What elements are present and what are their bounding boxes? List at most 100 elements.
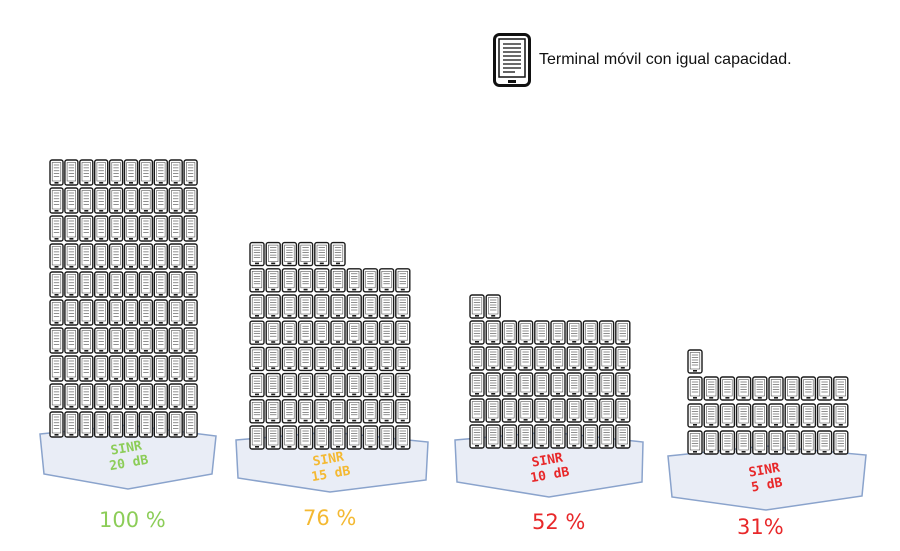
mobile-terminal-icon <box>79 355 94 382</box>
mobile-terminal-icon <box>183 215 198 242</box>
mobile-terminal-icon <box>469 320 485 345</box>
mobile-terminal-icon <box>768 403 784 428</box>
mobile-terminal-icon <box>281 425 298 450</box>
mobile-terminal-icon <box>395 294 411 319</box>
mobile-terminal-icon <box>314 425 330 450</box>
mobile-terminal-icon <box>485 398 501 423</box>
mobile-terminal-icon <box>297 399 314 424</box>
mobile-terminal-icon <box>719 430 736 455</box>
mobile-terminal-icon <box>550 372 566 397</box>
mobile-terminal-icon <box>598 372 615 397</box>
mobile-terminal-icon <box>534 424 550 449</box>
mobile-terminal-icon <box>582 346 599 371</box>
mobile-terminal-icon <box>314 268 330 293</box>
mobile-terminal-icon <box>183 159 198 186</box>
mobile-terminal-icon <box>297 294 314 319</box>
mobile-terminal-icon <box>153 243 169 270</box>
mobile-terminal-icon <box>265 425 281 450</box>
capacity-group-1: SINR20 dB <box>39 159 217 490</box>
mobile-terminal-icon <box>598 398 615 423</box>
mobile-terminal-icon <box>800 403 817 428</box>
mobile-terminal-icon <box>281 241 298 267</box>
mobile-terminal-icon <box>485 372 501 397</box>
mobile-terminal-icon <box>108 243 124 270</box>
mobile-terminal-icon <box>550 346 566 371</box>
mobile-terminal-icon <box>534 320 550 345</box>
mobile-terminal-icon <box>297 346 314 372</box>
mobile-terminal-icon <box>153 411 169 438</box>
mobile-terminal-icon <box>469 294 485 319</box>
mobile-terminal-icon <box>249 372 265 398</box>
mobile-terminal-icon <box>49 215 64 242</box>
mobile-terminal-icon <box>64 159 79 186</box>
mobile-terminal-icon <box>265 346 281 372</box>
mobile-terminal-icon <box>183 299 198 326</box>
mobile-terminal-icon <box>598 320 615 345</box>
mobile-terminal-icon <box>108 299 124 326</box>
sinr-label: SINR15 dB <box>308 449 352 485</box>
mobile-terminal-icon <box>582 372 599 397</box>
mobile-terminal-icon <box>314 241 330 267</box>
mobile-terminal-icon <box>703 376 719 401</box>
mobile-terminal-icon <box>265 372 281 398</box>
mobile-terminal-icon <box>346 294 362 319</box>
mobile-terminal-icon <box>378 425 395 450</box>
mobile-terminal-icon <box>501 398 518 423</box>
mobile-terminal-icon <box>153 271 169 298</box>
mobile-terminal-icon <box>153 299 169 326</box>
mobile-terminal-icon <box>281 399 298 424</box>
mobile-terminal-icon <box>330 399 346 424</box>
mobile-terminal-icon <box>485 320 501 345</box>
mobile-terminal-icon <box>153 159 169 186</box>
mobile-terminal-icon <box>168 159 183 186</box>
mobile-terminal-icon <box>93 411 109 438</box>
mobile-terminal-icon <box>330 320 346 345</box>
mobile-terminal-icon <box>79 243 94 270</box>
mobile-terminal-icon <box>816 430 833 455</box>
mobile-terminal-icon <box>249 241 265 267</box>
mobile-terminal-icon <box>123 327 139 354</box>
mobile-terminal-icon <box>153 327 169 354</box>
mobile-terminal-icon <box>183 355 198 382</box>
mobile-terminal-icon <box>687 349 703 374</box>
mobile-terminal-icon <box>79 215 94 242</box>
mobile-terminal-icon <box>168 243 183 270</box>
mobile-terminal-icon <box>314 399 330 424</box>
mobile-terminal-icon <box>362 425 379 450</box>
mobile-terminal-icon <box>64 187 79 214</box>
mobile-terminal-icon <box>550 398 566 423</box>
mobile-terminal-icon <box>469 346 485 371</box>
mobile-terminal-icon <box>687 430 703 455</box>
mobile-terminal-icon <box>79 159 94 186</box>
mobile-terminal-icon <box>49 327 64 354</box>
mobile-terminal-icon <box>566 372 582 397</box>
mobile-terminal-icon <box>378 372 395 398</box>
mobile-terminal-icon <box>615 372 631 397</box>
mobile-terminal-icon <box>297 241 314 267</box>
mobile-terminal-icon <box>93 383 109 410</box>
mobile-terminal-icon <box>249 346 265 372</box>
percent-label-4: 31% <box>737 515 784 539</box>
mobile-terminal-icon <box>249 294 265 319</box>
mobile-terminal-icon <box>64 243 79 270</box>
mobile-terminal-icon <box>281 268 298 293</box>
mobile-terminal-icon <box>249 399 265 424</box>
percent-label-1: 100 % <box>99 508 166 532</box>
mobile-terminal-icon <box>49 271 64 298</box>
mobile-terminal-icon <box>833 403 849 428</box>
mobile-terminal-icon <box>517 424 534 449</box>
mobile-terminal-icon <box>108 215 124 242</box>
mobile-terminal-icon <box>138 159 154 186</box>
mobile-terminal-icon <box>719 403 736 428</box>
mobile-terminal-icon <box>123 383 139 410</box>
sinr-label: SINR10 dB <box>527 450 571 486</box>
mobile-terminal-icon <box>123 411 139 438</box>
mobile-terminal-icon <box>330 241 346 267</box>
mobile-terminal-icon <box>314 320 330 345</box>
mobile-terminal-icon <box>265 241 281 267</box>
mobile-terminal-icon <box>346 399 362 424</box>
mobile-terminal-icon <box>501 372 518 397</box>
mobile-terminal-icon <box>49 159 64 186</box>
mobile-terminal-icon <box>297 425 314 450</box>
mobile-terminal-icon <box>330 372 346 398</box>
